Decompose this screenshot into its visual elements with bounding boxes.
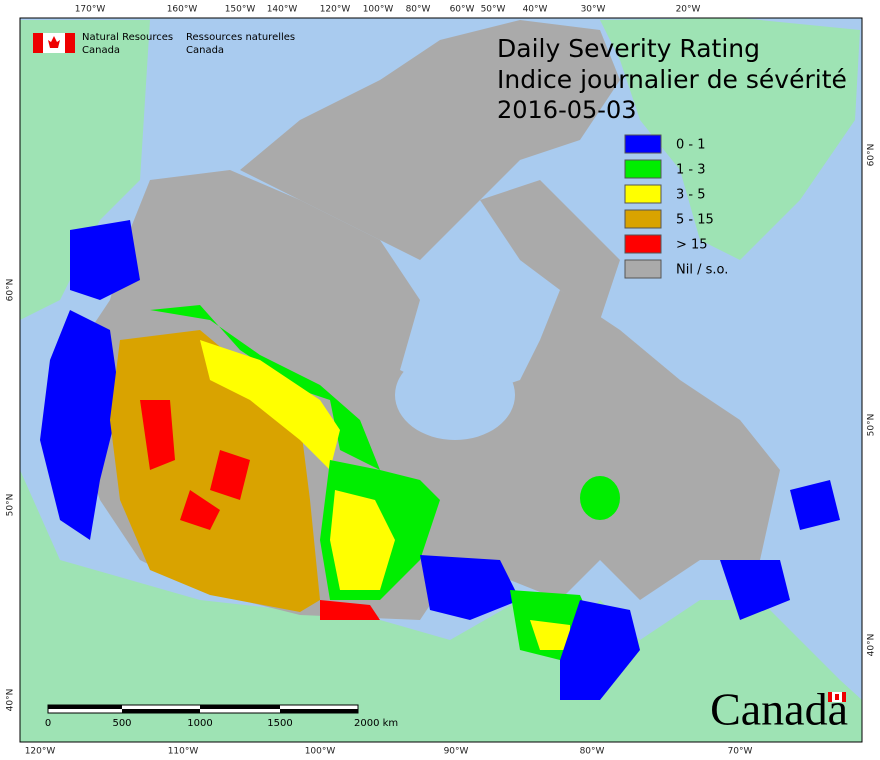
alaska bbox=[20, 20, 150, 320]
zone bbox=[200, 340, 340, 470]
map-frame bbox=[19, 17, 863, 743]
graticule-label: 40°W bbox=[523, 5, 548, 15]
scale-labels: 0 500 1000 1500 2000 km bbox=[45, 718, 398, 729]
graticule-label: 100°W bbox=[305, 747, 336, 757]
canada-wordmark: Canada bbox=[710, 684, 848, 735]
graticule-label: 30°W bbox=[581, 5, 606, 15]
graticule-label: 50°N bbox=[867, 414, 877, 437]
legend-label: 3 - 5 bbox=[676, 188, 706, 203]
scale-label: 1000 bbox=[187, 718, 212, 729]
scale-bar bbox=[47, 704, 359, 714]
legend-label: Nil / s.o. bbox=[676, 263, 728, 278]
scale-label: 0 bbox=[45, 718, 51, 729]
graticule-label: 60°N bbox=[867, 144, 877, 167]
graticule-label: 100°W bbox=[363, 5, 394, 15]
graticule-label: 50°W bbox=[481, 5, 506, 15]
nrcan-text: Canada bbox=[186, 45, 224, 56]
zone bbox=[420, 555, 520, 620]
nrcan-text: Ressources naturelles bbox=[186, 32, 295, 43]
graticule-label: 160°W bbox=[167, 5, 198, 15]
legend-swatch bbox=[624, 184, 662, 204]
graticule-label: 90°W bbox=[444, 747, 469, 757]
graticule-label: 70°W bbox=[728, 747, 753, 757]
date: 2016-05-03 bbox=[497, 96, 636, 124]
scale-bar-seg bbox=[200, 705, 280, 709]
graticule-label: 140°W bbox=[267, 5, 298, 15]
zone bbox=[560, 600, 640, 700]
wordmark-flag-leaf bbox=[835, 694, 839, 700]
legend-swatch bbox=[624, 234, 662, 254]
graticule-label: 150°W bbox=[225, 5, 256, 15]
nrcan-logo: Natural Resources Canada Ressources natu… bbox=[33, 32, 295, 56]
scale-label: 500 bbox=[112, 718, 131, 729]
hudson-bay bbox=[395, 350, 515, 440]
zone bbox=[210, 450, 250, 500]
graticule-label: 40°N bbox=[867, 634, 877, 657]
flag-leaf bbox=[48, 36, 60, 48]
zone bbox=[70, 220, 140, 300]
subtitle: Indice journalier de sévérité bbox=[497, 65, 847, 94]
graticule-label: 50°N bbox=[6, 494, 16, 517]
graticule-label: 120°W bbox=[320, 5, 351, 15]
zone bbox=[330, 490, 395, 590]
zone bbox=[320, 600, 380, 620]
zone bbox=[530, 620, 570, 650]
graticule-label: 20°W bbox=[676, 5, 701, 15]
graticule-label: 80°W bbox=[406, 5, 431, 15]
scale-label: 2000 km bbox=[354, 718, 398, 729]
legend-swatch bbox=[624, 134, 662, 154]
zone bbox=[720, 560, 790, 620]
zone bbox=[150, 305, 380, 470]
graticule-label: 40°N bbox=[6, 689, 16, 712]
legend-swatch bbox=[624, 259, 662, 279]
wordmark-flag-band bbox=[842, 692, 846, 702]
legend-swatch bbox=[624, 209, 662, 229]
nrcan-text: Canada bbox=[82, 45, 120, 56]
graticule-label: 60°N bbox=[6, 279, 16, 302]
graticule-label: 80°W bbox=[580, 747, 605, 757]
graticule-label: 170°W bbox=[75, 5, 106, 15]
united-states bbox=[20, 470, 862, 742]
arctic-islands bbox=[240, 20, 620, 260]
scale-label: 1500 bbox=[267, 718, 292, 729]
graticule-label: 110°W bbox=[168, 747, 199, 757]
legend-label: 0 - 1 bbox=[676, 138, 706, 153]
baffin-island bbox=[480, 180, 620, 320]
scale-bar-seg bbox=[280, 709, 358, 713]
title: Daily Severity Rating bbox=[497, 34, 760, 63]
graticule-label: 60°W bbox=[450, 5, 475, 15]
legend-swatch bbox=[624, 159, 662, 179]
zone bbox=[40, 310, 120, 540]
legend-label: 1 - 3 bbox=[676, 163, 706, 178]
legend-label: 5 - 15 bbox=[676, 213, 714, 228]
zone bbox=[580, 476, 620, 520]
nrcan-text: Natural Resources bbox=[82, 32, 173, 43]
flag-band bbox=[33, 33, 43, 53]
graticule-labels: 170°W 160°W 150°W 140°W 120°W 100°W 80°W 60°W 50… bbox=[6, 5, 877, 757]
legend: 0 - 1 1 - 3 3 - 5 5 - 15 > 15 Nil / s.o. bbox=[624, 134, 728, 279]
graticule-label: 120°W bbox=[25, 747, 56, 757]
legend-label: > 15 bbox=[676, 238, 708, 253]
zone bbox=[790, 480, 840, 530]
zone bbox=[180, 490, 220, 530]
scale-bar-seg bbox=[48, 705, 122, 709]
zone bbox=[140, 400, 175, 470]
flag-band bbox=[65, 33, 75, 53]
greenland bbox=[600, 18, 860, 260]
wordmark-flag-band bbox=[828, 692, 832, 702]
scale-bar-seg bbox=[122, 709, 200, 713]
